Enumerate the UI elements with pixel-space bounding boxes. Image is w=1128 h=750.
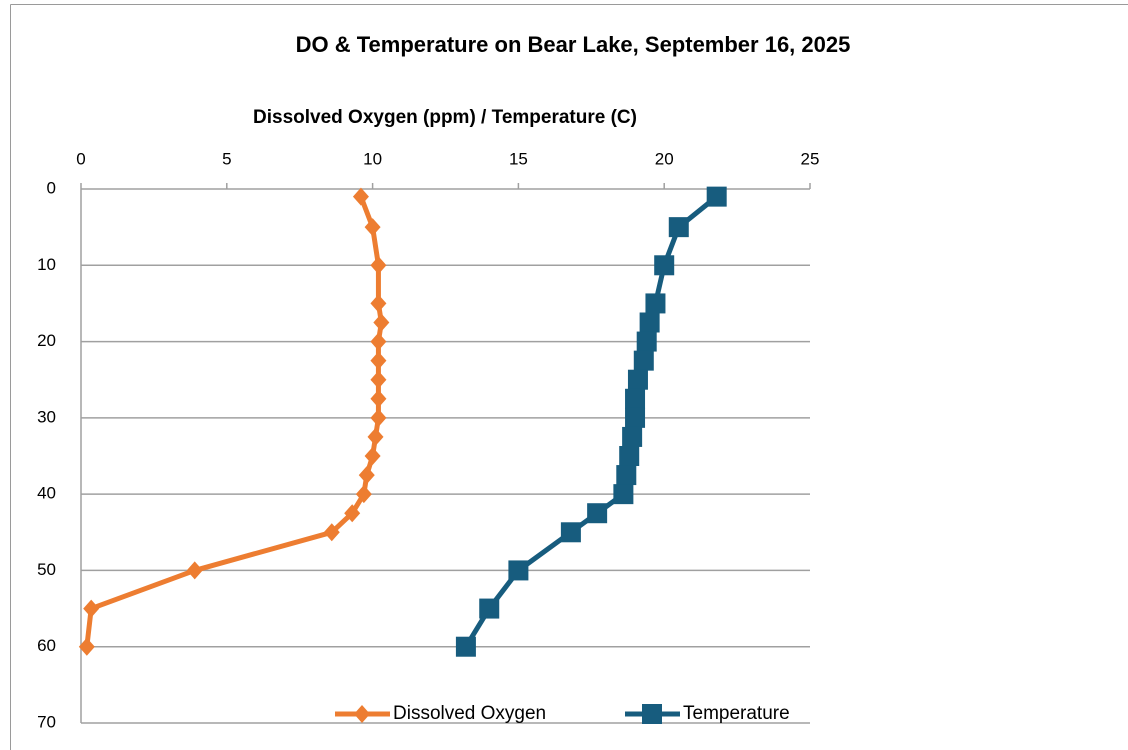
data-point [323,523,340,542]
y-tick-label: 10 [37,255,56,274]
x-tick-label: 0 [76,149,85,168]
data-point [78,637,95,656]
data-point [367,427,384,446]
data-point [364,447,381,465]
data-point [654,255,675,276]
data-point [560,522,581,543]
y-tick-label: 50 [37,560,56,579]
data-point [508,560,529,581]
data-point [455,636,476,657]
data-point [587,503,608,524]
y-tick-label: 30 [37,407,56,426]
legend-label: Dissolved Oxygen [393,703,546,724]
data-point [636,331,657,352]
x-tick-label: 5 [222,149,231,168]
data-point [358,466,375,485]
y-tick-label: 20 [37,331,56,350]
x-tick-label: 20 [655,149,674,168]
data-point [706,186,727,207]
data-point [370,351,387,370]
data-point [83,599,100,618]
legend-marker [642,704,662,724]
data-point [616,465,637,486]
data-point [370,294,387,313]
legend-marker [354,705,370,723]
x-tick-label: 15 [509,149,528,168]
data-point [627,369,648,390]
y-tick-label: 0 [47,178,56,197]
data-point [625,407,646,428]
data-point [613,484,634,505]
data-point [370,408,387,427]
y-tick-label: 40 [37,484,56,503]
data-point [668,217,689,238]
data-point [645,293,666,314]
data-point [370,389,387,408]
y-tick-label: 70 [37,712,56,731]
data-point [619,446,640,466]
data-point [355,485,372,504]
legend-label: Temperature [683,703,790,724]
chart-title: DO & Temperature on Bear Lake, September… [296,32,851,57]
data-point [364,218,381,237]
data-point [639,312,660,333]
data-point [479,598,500,619]
x-tick-label: 10 [363,149,382,168]
data-point [352,187,369,206]
data-point [633,350,654,371]
data-point [625,388,646,409]
data-point [373,313,390,332]
data-point [370,370,387,389]
x-tick-label: 25 [801,149,820,168]
data-point [370,256,387,275]
x-axis-title: Dissolved Oxygen (ppm) / Temperature (C) [253,107,637,128]
data-point [622,426,643,447]
y-tick-label: 60 [37,636,56,655]
data-point [344,504,361,523]
data-point [186,561,203,580]
data-point [370,332,387,351]
